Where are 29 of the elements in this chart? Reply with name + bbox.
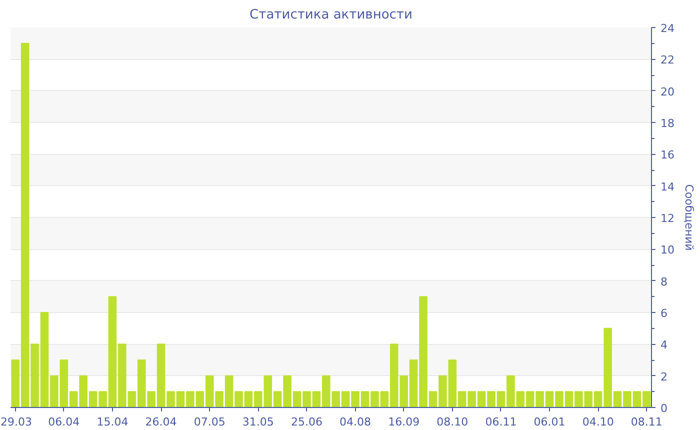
y-tick-label: 24 <box>660 22 674 35</box>
x-tick-label: 08.11 <box>630 416 662 428</box>
x-tick-label: 06.11 <box>485 416 517 428</box>
x-tick-label: 26.04 <box>145 416 177 428</box>
x-tick-label: 04.10 <box>582 416 614 428</box>
y-tick-label: 8 <box>660 275 668 288</box>
y-tick-label: 18 <box>660 117 674 130</box>
x-tick-label: 06.01 <box>534 416 566 428</box>
x-tick-label: 04.08 <box>340 416 372 428</box>
x-tick-label: 25.06 <box>290 416 322 428</box>
y-tick-label: 12 <box>660 212 674 225</box>
y-tick-label: 22 <box>660 54 674 67</box>
y-tick-label: 0 <box>660 402 668 415</box>
y-axis-title: Сообщений <box>682 184 696 251</box>
y-tick-label: 6 <box>660 307 668 320</box>
y-tick-label: 16 <box>660 148 674 162</box>
y-tick-label: 4 <box>660 338 668 352</box>
x-tick-label: 31.05 <box>242 416 274 428</box>
x-tick-label: 08.10 <box>436 416 468 428</box>
y-tick-label: 2 <box>660 370 668 384</box>
x-tick-label: 29.03 <box>0 416 32 428</box>
x-tick-label: 07.05 <box>194 416 226 428</box>
y-tick-label: 20 <box>660 85 674 98</box>
x-tick-label: 15.04 <box>96 416 128 428</box>
chart-title: Статистика активности <box>250 8 412 22</box>
y-tick-label: 14 <box>660 180 674 194</box>
x-tick-label: 06.04 <box>48 416 80 428</box>
x-tick-label: 16.09 <box>388 416 420 428</box>
y-tick-label: 10 <box>660 244 674 257</box>
